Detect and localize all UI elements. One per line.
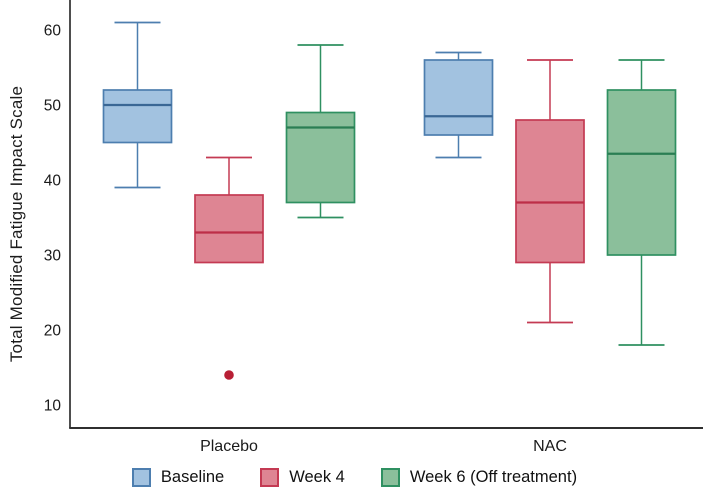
legend: Baseline Week 4 Week 6 (Off treatment) xyxy=(0,468,709,487)
legend-swatch-baseline xyxy=(131,468,151,487)
legend-label-baseline: Baseline xyxy=(160,468,225,486)
box-group-nac-baseline xyxy=(423,51,494,159)
y-tick-label-10: 10 xyxy=(44,398,62,415)
legend-swatch-week-4 xyxy=(260,468,280,487)
box-group-placebo-week-4 xyxy=(194,156,264,380)
y-tick-label-40: 40 xyxy=(44,173,62,190)
plot-marks xyxy=(102,21,677,380)
y-tick-label-20: 20 xyxy=(44,323,62,340)
legend-item-baseline: Baseline xyxy=(131,468,225,487)
y-tick-label-30: 30 xyxy=(44,248,62,265)
box-group-nac-week-4 xyxy=(515,59,585,324)
legend-item-week-4: Week 4 xyxy=(260,468,345,487)
box-group-placebo-week-6-off-treatment- xyxy=(285,44,356,219)
box-group-placebo-baseline xyxy=(102,21,173,189)
box-iqr xyxy=(423,59,494,136)
legend-swatch-week-6-off-treatment- xyxy=(380,468,400,487)
box-iqr xyxy=(285,111,356,204)
x-category-label-nac: NAC xyxy=(533,438,567,455)
box-iqr xyxy=(194,194,264,264)
axis-text: 10 20 30 40 50 60 Placebo NAC xyxy=(44,23,567,456)
legend-label-week-4: Week 4 xyxy=(289,468,345,486)
y-tick-label-50: 50 xyxy=(44,98,62,115)
box-iqr xyxy=(102,89,173,144)
box-group-nac-week-6-off-treatment- xyxy=(606,59,677,346)
legend-item-week-6-off-treatment-: Week 6 (Off treatment) xyxy=(380,468,578,487)
legend-label-week-6-off-treatment-: Week 6 (Off treatment) xyxy=(409,468,578,486)
outlier-point xyxy=(224,370,234,380)
x-category-label-placebo: Placebo xyxy=(200,438,258,455)
box-iqr xyxy=(606,89,677,256)
box-iqr xyxy=(515,119,585,264)
y-tick-label-60: 60 xyxy=(44,23,62,40)
